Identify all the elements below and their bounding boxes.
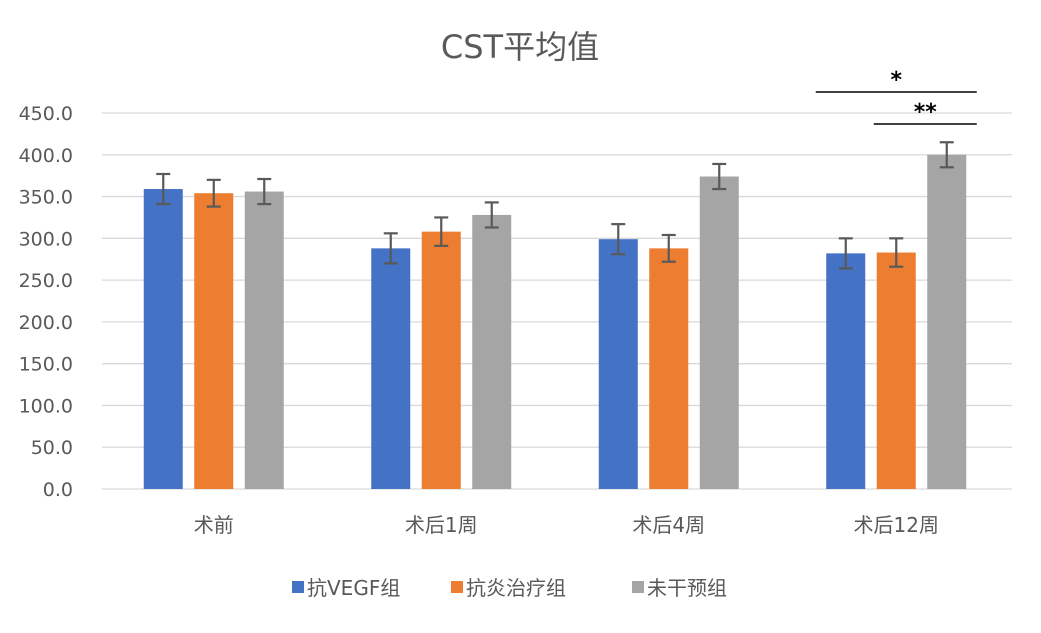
bar: [876, 252, 916, 489]
bar: [826, 253, 866, 489]
bar: [649, 248, 689, 489]
x-category-label: 术后4周: [632, 513, 705, 537]
bar: [421, 231, 461, 489]
error-bar: [484, 201, 499, 229]
chart-title: CST平均值: [441, 28, 599, 66]
y-tick-label: 350.0: [19, 187, 73, 209]
legend-label: 抗VEGF组: [307, 576, 400, 600]
bar: [699, 176, 739, 489]
legend-swatch: [632, 581, 644, 593]
error-bar: [206, 178, 221, 208]
significance-marker: *: [815, 68, 977, 93]
y-tick-label: 450.0: [19, 103, 73, 125]
x-category-label: 术后1周: [405, 513, 478, 537]
error-bar: [156, 172, 171, 206]
significance-stars: *: [890, 68, 902, 93]
y-tick-label: 0.0: [43, 479, 73, 501]
significance-marker: **: [873, 100, 977, 125]
y-tick-label: 400.0: [19, 145, 73, 167]
legend-item: 抗VEGF组: [292, 576, 400, 600]
y-tick-label: 250.0: [19, 270, 73, 292]
x-category-label: 术后12周: [854, 513, 939, 537]
significance-stars: **: [914, 100, 938, 125]
legend-item: 未干预组: [632, 576, 727, 600]
x-category-label: 术前: [194, 513, 234, 537]
bar: [194, 193, 234, 490]
y-axis-tick-labels: 0.0 50.0 100.0 150.0 200.0 250.0 300.0 350.0 400…: [19, 103, 73, 501]
bar: [371, 248, 411, 489]
bar: [927, 154, 967, 489]
y-tick-label: 200.0: [19, 312, 73, 334]
error-bar: [611, 223, 626, 256]
bar: [472, 214, 512, 489]
bar: [598, 239, 638, 489]
error-bar: [838, 237, 853, 270]
y-tick-label: 50.0: [31, 437, 73, 459]
y-tick-label: 300.0: [19, 228, 73, 250]
bar: [143, 189, 183, 489]
error-bar: [257, 177, 272, 206]
bar: [244, 191, 284, 489]
y-tick-label: 150.0: [19, 354, 73, 376]
gridlines: [102, 112, 1012, 490]
legend: 抗VEGF组 抗炎治疗组 未干预组: [292, 576, 727, 600]
error-bar: [939, 141, 954, 169]
bars: [143, 154, 967, 490]
error-bar: [383, 232, 398, 265]
legend-swatch: [451, 581, 463, 593]
legend-swatch: [292, 581, 304, 593]
legend-item: 抗炎治疗组: [451, 576, 566, 600]
significance-annotations: ***: [815, 68, 977, 125]
error-bars: [156, 141, 954, 270]
error-bar: [434, 216, 449, 247]
error-bar: [889, 237, 904, 268]
legend-label: 抗炎治疗组: [466, 576, 566, 600]
error-bar: [712, 162, 727, 191]
legend-label: 未干预组: [647, 576, 727, 600]
x-axis-category-labels: 术前 术后1周 术后4周 术后12周: [194, 513, 939, 537]
y-tick-label: 100.0: [19, 395, 73, 417]
error-bar: [661, 233, 676, 263]
